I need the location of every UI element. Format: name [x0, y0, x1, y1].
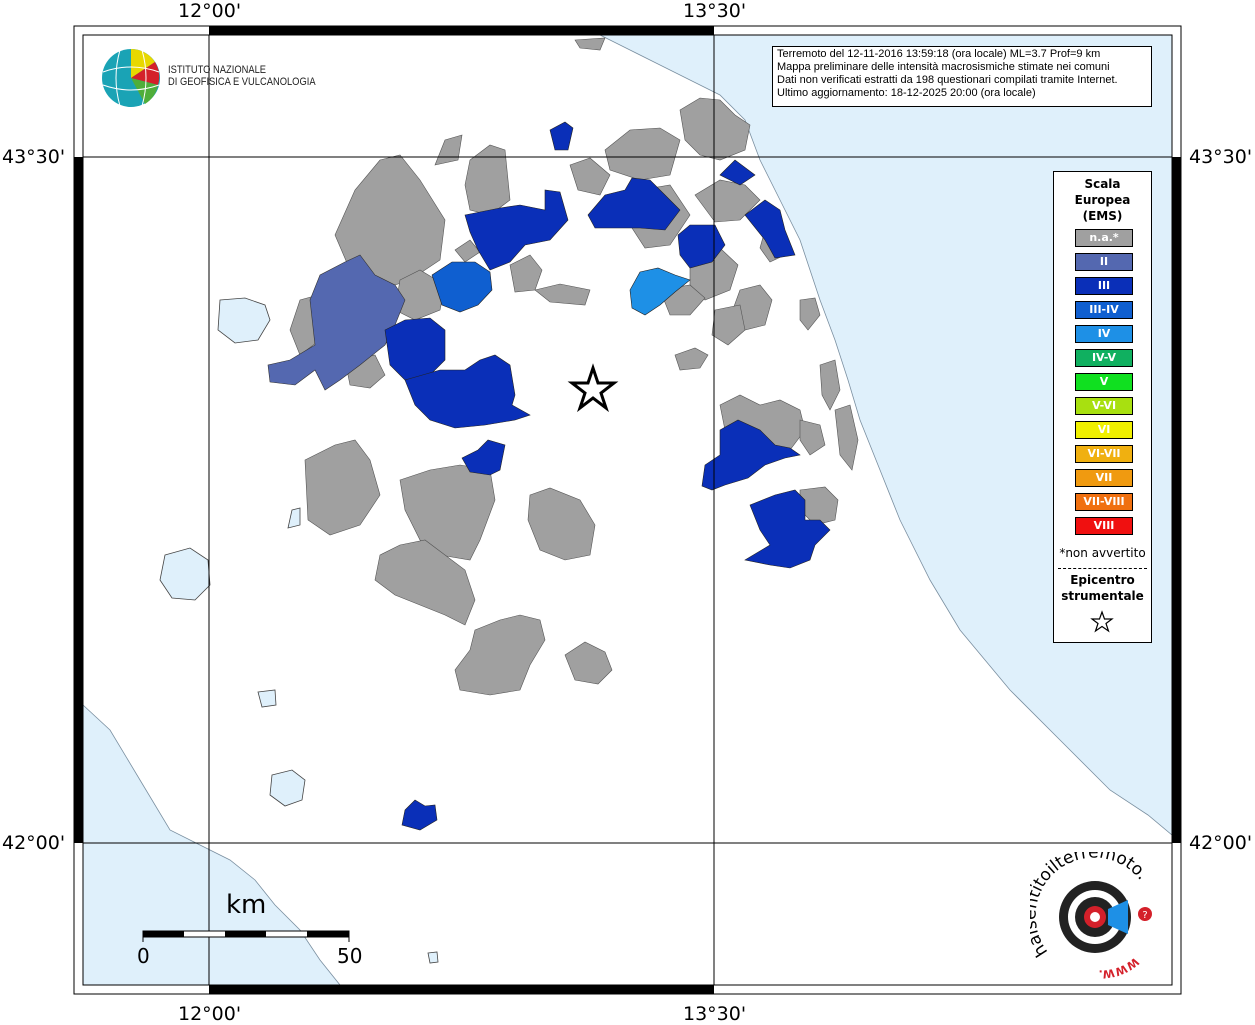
municipalities-iii	[384, 121, 831, 831]
epicenter-star	[567, 363, 619, 413]
event-info-box: Terremoto del 12-11-2016 13:59:18 (ora l…	[772, 46, 1152, 107]
lon-label-bottom-right: 13°30'	[683, 1003, 747, 1025]
scale-unit: km	[226, 890, 267, 920]
legend-separator	[1058, 568, 1147, 569]
legend-swatch: VI-VII	[1075, 445, 1133, 463]
ingv-logo-text: ISTITUTO NAZIONALE DI GEOFISICA E VULCAN…	[168, 64, 316, 88]
legend-swatch: IV	[1075, 325, 1133, 343]
scale-start: 0	[137, 944, 150, 968]
lon-label-top-left: 12°00'	[178, 0, 242, 22]
legend-swatch: V	[1075, 373, 1133, 391]
legend-title-3: (EMS)	[1082, 209, 1123, 223]
info-line2: Mappa preliminare delle intensità macros…	[777, 61, 1110, 73]
scale-end: 50	[337, 944, 363, 968]
legend-swatch: n.a.*	[1075, 229, 1133, 247]
legend-title-2: Europea	[1074, 193, 1131, 207]
legend-note: *non avvertito	[1059, 546, 1146, 560]
info-line1: Terremoto del 12-11-2016 13:59:18 (ora l…	[777, 48, 1101, 60]
border-top-seg	[209, 26, 714, 35]
lake-small-2	[427, 951, 439, 964]
lon-label-top-right: 13°30'	[683, 0, 747, 22]
ingv-line1: ISTITUTO NAZIONALE	[168, 64, 267, 76]
legend-swatch: VI	[1075, 421, 1133, 439]
border-right-seg	[1172, 157, 1181, 843]
legend-epi-1: Epicentro	[1070, 573, 1135, 587]
border-bottom-seg	[209, 985, 714, 994]
legend-swatch: IV-V	[1075, 349, 1133, 367]
border-left-seg	[74, 157, 83, 843]
lat-label-left-top: 43°30'	[2, 146, 66, 168]
lake-small	[287, 507, 301, 529]
municipalities-iv	[629, 267, 691, 316]
municipalities-iii-iv	[431, 261, 493, 313]
legend-swatch: II	[1075, 253, 1133, 271]
lat-label-right-bottom: 42°00'	[1189, 832, 1253, 854]
ingv-line2: DI GEOFISICA E VULCANOLOGIA	[168, 76, 316, 88]
legend-epi-2: strumentale	[1061, 589, 1144, 603]
info-line3: Dati non verificati estratti da 198 ques…	[777, 74, 1118, 86]
municipalities-ii	[267, 254, 406, 391]
svg-text:WWW.: WWW.	[1098, 955, 1141, 981]
legend-swatch: VII-VIII	[1075, 493, 1133, 511]
lake-bolsena	[159, 547, 211, 601]
lat-label-left-bottom: 42°00'	[2, 832, 66, 854]
legend-swatch: III-IV	[1075, 301, 1133, 319]
legend-swatch: VIII	[1075, 517, 1133, 535]
legend-swatch: VII	[1075, 469, 1133, 487]
legend-title: Scala Europea (EMS)	[1054, 176, 1151, 224]
lat-label-right-top: 43°30'	[1189, 146, 1253, 168]
legend-swatch: V-VI	[1075, 397, 1133, 415]
legend-epicenter-label: Epicentro strumentale	[1054, 572, 1151, 604]
ems-legend: Scala Europea (EMS) n.a.* II III III-IV IV IV…	[1053, 171, 1152, 643]
lon-label-bottom-left: 12°00'	[178, 1003, 242, 1025]
svg-text:?: ?	[1142, 910, 1147, 921]
haisentito-logo-icon: ? haisentitoilterremoto.it WWW.	[1030, 852, 1152, 981]
info-line4: Ultimo aggiornamento: 18-12-2025 20:00 (…	[777, 87, 1036, 99]
legend-title-1: Scala	[1084, 177, 1121, 191]
lake-trasimeno	[217, 297, 271, 344]
lake-vico	[257, 689, 277, 708]
adriatic-sea	[599, 34, 1173, 836]
tyrrhenian-sea	[82, 704, 341, 986]
scale-bar	[142, 930, 350, 942]
ingv-logo-icon	[102, 49, 160, 107]
legend-star-icon	[1090, 610, 1114, 633]
lake-bracciano	[269, 769, 306, 807]
legend-swatch: III	[1075, 277, 1133, 295]
